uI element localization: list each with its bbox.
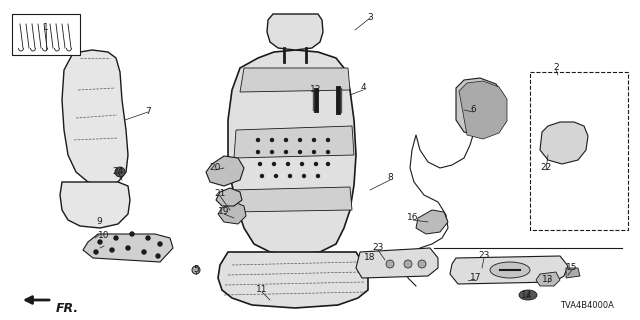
Circle shape (326, 150, 330, 154)
Text: 21: 21 (214, 189, 226, 198)
Circle shape (285, 139, 287, 141)
Circle shape (298, 139, 301, 141)
Polygon shape (232, 187, 352, 212)
Circle shape (275, 174, 278, 178)
Polygon shape (416, 210, 448, 234)
Text: 11: 11 (256, 285, 268, 294)
Text: 3: 3 (367, 13, 373, 22)
Polygon shape (356, 248, 438, 278)
Polygon shape (456, 78, 504, 136)
Circle shape (312, 139, 316, 141)
Text: 23: 23 (478, 252, 490, 260)
Text: 18: 18 (364, 253, 376, 262)
Circle shape (289, 174, 291, 178)
Polygon shape (566, 268, 580, 278)
Polygon shape (228, 50, 356, 255)
Polygon shape (218, 252, 368, 308)
Ellipse shape (490, 262, 530, 278)
Polygon shape (218, 202, 246, 224)
Ellipse shape (519, 290, 537, 300)
Circle shape (285, 150, 287, 154)
Polygon shape (240, 68, 350, 92)
Circle shape (142, 250, 146, 254)
Circle shape (114, 236, 118, 240)
Polygon shape (267, 14, 323, 50)
Circle shape (314, 163, 317, 165)
Polygon shape (216, 188, 242, 206)
Text: 14: 14 (522, 292, 532, 300)
Circle shape (271, 139, 273, 141)
Text: 16: 16 (407, 213, 419, 222)
Circle shape (303, 174, 305, 178)
Text: 10: 10 (99, 230, 109, 239)
Text: TVA4B4000A: TVA4B4000A (560, 301, 614, 310)
Polygon shape (83, 234, 173, 262)
Polygon shape (62, 50, 128, 185)
Circle shape (156, 254, 160, 258)
Circle shape (386, 260, 394, 268)
Text: 23: 23 (372, 244, 384, 252)
Polygon shape (536, 272, 560, 286)
Text: 22: 22 (540, 164, 552, 172)
Text: 9: 9 (96, 218, 102, 227)
Circle shape (312, 150, 316, 154)
Circle shape (301, 163, 303, 165)
Bar (12, 14, 80, 55)
Circle shape (126, 246, 130, 250)
Text: 20: 20 (209, 164, 221, 172)
Circle shape (259, 163, 262, 165)
Circle shape (260, 174, 264, 178)
Circle shape (257, 150, 259, 154)
Text: 19: 19 (218, 207, 230, 217)
Circle shape (418, 260, 426, 268)
Circle shape (158, 242, 162, 246)
Circle shape (287, 163, 289, 165)
Circle shape (326, 163, 330, 165)
Circle shape (273, 163, 275, 165)
Polygon shape (234, 126, 354, 158)
Polygon shape (459, 81, 507, 139)
Circle shape (94, 250, 98, 254)
Text: 4: 4 (360, 84, 366, 92)
Circle shape (146, 236, 150, 240)
Text: 6: 6 (470, 106, 476, 115)
Bar (530, 72, 628, 230)
Text: 8: 8 (387, 173, 393, 182)
Circle shape (326, 139, 330, 141)
Text: 17: 17 (470, 274, 482, 283)
Text: 7: 7 (145, 108, 151, 116)
Polygon shape (206, 156, 244, 186)
Polygon shape (450, 256, 568, 284)
Circle shape (404, 260, 412, 268)
Circle shape (257, 139, 259, 141)
Circle shape (98, 240, 102, 244)
Text: 12: 12 (310, 85, 322, 94)
Circle shape (192, 266, 200, 274)
Polygon shape (60, 182, 130, 228)
Text: 15: 15 (566, 263, 578, 273)
Text: FR.: FR. (56, 302, 79, 315)
Circle shape (130, 232, 134, 236)
Circle shape (317, 174, 319, 178)
Text: 1: 1 (43, 23, 49, 33)
Text: 2: 2 (553, 63, 559, 73)
Circle shape (271, 150, 273, 154)
Circle shape (115, 167, 125, 177)
Polygon shape (540, 122, 588, 164)
Text: 5: 5 (193, 266, 199, 275)
Circle shape (110, 248, 114, 252)
Circle shape (298, 150, 301, 154)
Text: 13: 13 (542, 276, 554, 284)
Text: 24: 24 (113, 167, 124, 177)
